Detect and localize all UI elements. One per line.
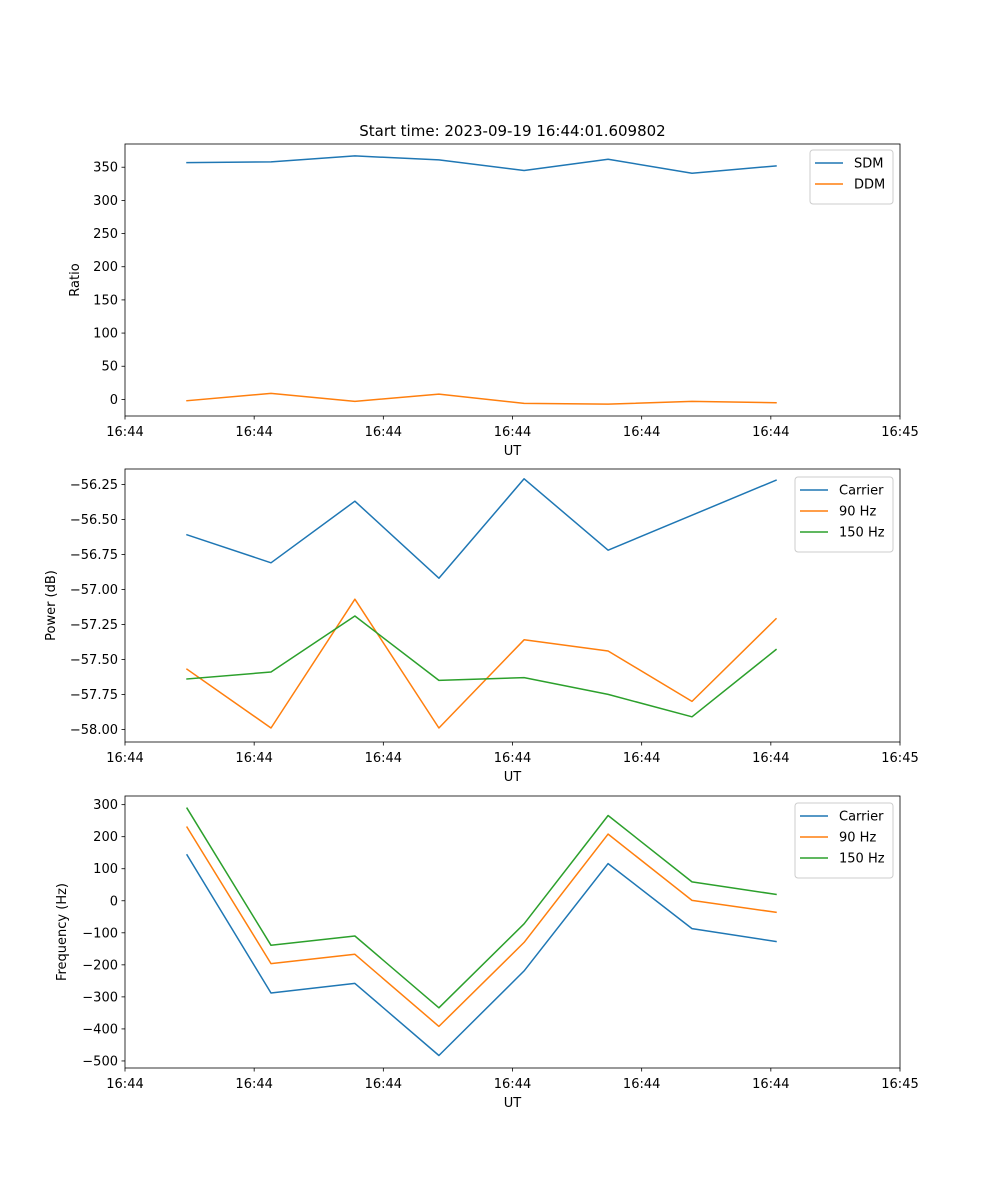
x-tick-label: 16:44	[494, 1077, 531, 1092]
chart-panel-1: 16:44 16:44 16:44 16:44 16:44 16:44 16:45 0 50 10…	[68, 143, 919, 459]
chart-title: Start time: 2023-09-19 16:44:01.609802	[359, 122, 665, 140]
chart-panel-2: 16:44 16:44 16:44 16:44 16:44 16:44 16:45 −58.0…	[44, 468, 919, 785]
x-tick-label: 16:44	[623, 425, 660, 440]
x-tick-label: 16:44	[494, 751, 531, 766]
x-tick-label: 16:44	[623, 1077, 660, 1092]
y-tick-label: −300	[82, 990, 118, 1005]
legend-label: Carrier	[839, 810, 884, 825]
legend: SDM DDM	[809, 149, 894, 205]
y-tick-label: −57.75	[70, 688, 118, 703]
legend-label: 90 Hz	[839, 831, 876, 846]
x-tick-label: 16:44	[235, 751, 272, 766]
y-axis-label: Ratio	[68, 263, 83, 296]
series-line-sdm	[186, 155, 777, 174]
x-tick-label: 16:45	[881, 751, 918, 766]
x-tick-label: 16:45	[881, 425, 918, 440]
y-tick-label: −57.50	[70, 653, 118, 668]
x-axis-label: UT	[504, 444, 522, 459]
x-tick-label: 16:44	[365, 1077, 402, 1092]
legend-label: SDM	[854, 157, 883, 172]
y-tick-label: −57.00	[70, 583, 118, 598]
x-tick-label: 16:44	[494, 425, 531, 440]
y-axis-label: Power (dB)	[44, 570, 59, 641]
y-tick-label: −56.50	[70, 513, 118, 528]
y-tick-label: −500	[82, 1054, 118, 1069]
legend-box	[794, 476, 894, 553]
legend-label: 150 Hz	[839, 852, 885, 867]
y-axis-label: Frequency (Hz)	[55, 883, 70, 981]
y-tick-label: −200	[82, 958, 118, 973]
x-tick-label: 16:44	[365, 751, 402, 766]
y-tick-label: 100	[93, 327, 118, 342]
y-tick-label: 50	[101, 360, 118, 375]
x-axis-label: UT	[504, 770, 522, 785]
panels: 16:44 16:44 16:44 16:44 16:44 16:44 16:45 0 50 10…	[44, 143, 919, 1111]
x-tick-label: 16:44	[752, 751, 789, 766]
x-tick-label: 16:44	[235, 1077, 272, 1092]
x-tick-label: 16:44	[106, 425, 143, 440]
legend-label: 150 Hz	[839, 526, 885, 541]
x-tick-label: 16:45	[881, 1077, 918, 1092]
y-tick-label: 250	[93, 227, 118, 242]
x-tick-label: 16:44	[235, 425, 272, 440]
y-tick-label: 300	[93, 194, 118, 209]
y-tick-label: 300	[93, 798, 118, 813]
x-axis-label: UT	[504, 1096, 522, 1111]
y-tick-label: 0	[110, 393, 118, 408]
x-tick-label: 16:44	[623, 751, 660, 766]
legend-label: 90 Hz	[839, 505, 876, 520]
x-tick-label: 16:44	[365, 425, 402, 440]
y-tick-label: 350	[93, 161, 118, 176]
series-line-150-hz	[185, 807, 777, 1009]
y-tick-label: 150	[93, 293, 118, 308]
y-tick-label: 100	[93, 862, 118, 877]
series-line-90-hz	[185, 826, 777, 1028]
legend-box	[794, 802, 894, 879]
series-line-150-hz	[186, 615, 778, 718]
y-tick-label: −56.75	[70, 548, 118, 563]
series-line-carrier	[185, 853, 777, 1057]
series-line-carrier	[186, 478, 777, 579]
y-tick-label: −56.25	[70, 478, 118, 493]
series-line-90-hz	[185, 598, 778, 729]
chart-panel-3: 16:44 16:44 16:44 16:44 16:44 16:44 16:45 −500 −…	[55, 795, 919, 1111]
y-tick-label: −57.25	[70, 618, 118, 633]
y-tick-label: −58.00	[70, 723, 118, 738]
x-tick-label: 16:44	[752, 1077, 789, 1092]
series-line-ddm	[186, 392, 777, 405]
y-tick-label: 200	[93, 260, 118, 275]
y-tick-label: −400	[82, 1022, 118, 1037]
x-tick-label: 16:44	[106, 751, 143, 766]
x-tick-label: 16:44	[106, 1077, 143, 1092]
legend-label: Carrier	[839, 484, 884, 499]
legend-label: DDM	[854, 178, 885, 193]
y-tick-label: 200	[93, 830, 118, 845]
legend: Carrier 90 Hz 150 Hz	[794, 476, 894, 553]
y-tick-label: 0	[110, 894, 118, 909]
x-tick-label: 16:44	[752, 425, 789, 440]
legend: Carrier 90 Hz 150 Hz	[794, 802, 894, 879]
y-tick-label: −100	[82, 926, 118, 941]
